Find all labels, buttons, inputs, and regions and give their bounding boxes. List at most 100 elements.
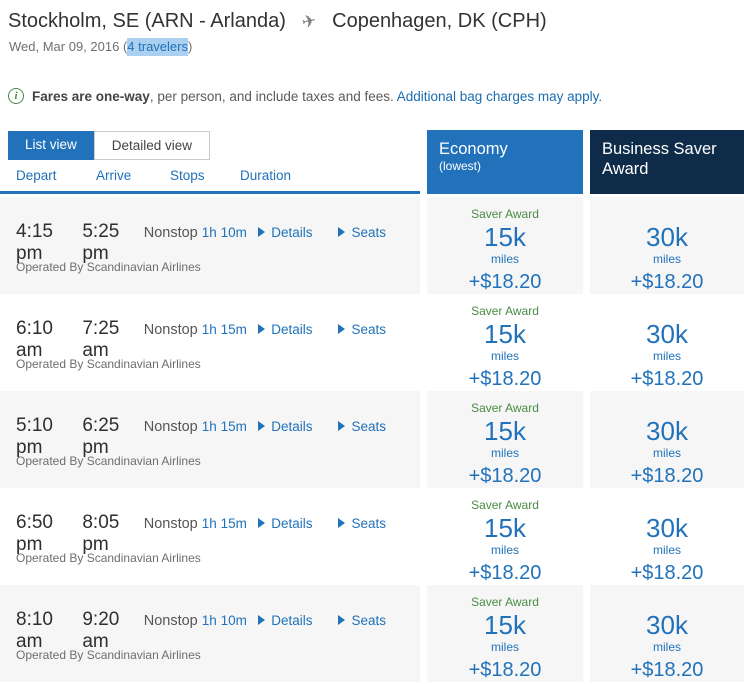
operated-by-text: Operated By Scandinavian Airlines (16, 648, 201, 662)
column-header-depart[interactable]: Depart (16, 168, 57, 183)
business-miles-unit: miles (652, 252, 681, 266)
column-header-duration[interactable]: Duration (240, 168, 292, 183)
operated-by-text: Operated By Scandinavian Airlines (16, 357, 201, 371)
fare-notice-rest: , per person, and include taxes and fees… (149, 88, 394, 104)
details-link-label: Details (271, 321, 313, 337)
operated-by-text: Operated By Scandinavian Airlines (16, 454, 201, 468)
economy-miles: 15k (484, 513, 526, 543)
details-link-label: Details (271, 515, 313, 531)
paren-close: ) (188, 39, 193, 54)
details-link[interactable]: Details (258, 322, 312, 337)
saver-award-label: Saver Award (471, 401, 539, 415)
stops-value: Nonstop (143, 613, 198, 629)
details-link[interactable]: Details (258, 419, 312, 434)
business-fare-cell[interactable]: 30k miles +$18.20 (590, 391, 744, 488)
seats-link[interactable]: Seats (338, 613, 386, 628)
seats-link-label: Seats (351, 321, 386, 337)
duration-value: 1h 10m (201, 225, 247, 240)
economy-miles: 15k (484, 610, 526, 640)
tab-list-view[interactable]: List view (8, 131, 94, 160)
duration-value: 1h 15m (201, 516, 247, 531)
info-icon: i (8, 88, 24, 104)
fare-column-header-economy: Economy (lowest) (427, 130, 583, 194)
fare-notice: i Fares are one-way, per person, and inc… (8, 88, 744, 104)
duration-value: 1h 15m (201, 322, 247, 337)
column-gutter (420, 294, 427, 391)
column-header-arrive[interactable]: Arrive (96, 168, 132, 183)
business-fare-cell[interactable]: 30k miles +$18.20 (590, 197, 744, 294)
economy-fee: +$18.20 (468, 562, 542, 584)
triangle-right-icon (338, 227, 346, 237)
details-link[interactable]: Details (258, 516, 312, 531)
travel-date: Wed, Mar 09, 2016 (9, 39, 120, 54)
column-gutter (420, 130, 427, 197)
details-link[interactable]: Details (258, 225, 312, 240)
economy-miles-unit: miles (490, 446, 519, 460)
tab-detailed-view[interactable]: Detailed view (93, 131, 211, 160)
triangle-right-icon (258, 615, 266, 625)
business-miles: 30k (646, 513, 688, 543)
flight-info-cell: 6:50 pm 8:05 pm Nonstop 1h 15m Details S… (0, 488, 420, 585)
saver-award-label: Saver Award (471, 207, 539, 221)
column-gutter (420, 197, 427, 294)
arrive-time: 9:20 am (82, 609, 120, 652)
column-headers: Depart Arrive Stops Duration (16, 168, 308, 183)
stops-value: Nonstop (143, 322, 198, 338)
origin-airport: Stockholm, SE (ARN - Arlanda) (8, 10, 286, 32)
economy-miles: 15k (484, 416, 526, 446)
column-gutter (420, 585, 427, 682)
seats-link[interactable]: Seats (338, 419, 386, 434)
seats-link-label: Seats (351, 224, 386, 240)
business-miles-unit: miles (652, 640, 681, 654)
saver-award-label: Saver Award (471, 595, 539, 609)
seats-link[interactable]: Seats (338, 225, 386, 240)
business-fee: +$18.20 (630, 562, 704, 584)
column-gutter (583, 488, 590, 585)
column-gutter (583, 294, 590, 391)
depart-time: 8:10 am (16, 609, 53, 652)
triangle-right-icon (258, 324, 266, 334)
column-header-stops[interactable]: Stops (170, 168, 205, 183)
business-fare-cell[interactable]: 30k miles +$18.20 (590, 585, 744, 682)
flight-info-cell: 6:10 am 7:25 am Nonstop 1h 15m Details S… (0, 294, 420, 391)
economy-miles-unit: miles (490, 543, 519, 557)
business-fare-cell[interactable]: 30k miles +$18.20 (590, 294, 744, 391)
seats-link[interactable]: Seats (338, 516, 386, 531)
economy-fare-cell[interactable]: Saver Award 15k miles +$18.20 (427, 585, 583, 682)
flight-main-line: 6:10 am 7:25 am Nonstop 1h 15m Details S… (16, 318, 412, 362)
business-miles: 30k (646, 416, 688, 446)
column-gutter (583, 197, 590, 294)
results-table: List view Detailed view Depart Arrive St… (0, 130, 744, 682)
triangle-right-icon (258, 421, 266, 431)
flight-main-line: 8:10 am 9:20 am Nonstop 1h 10m Details S… (16, 609, 412, 653)
column-gutter (420, 391, 427, 488)
column-gutter (420, 488, 427, 585)
seats-link[interactable]: Seats (338, 322, 386, 337)
business-fee: +$18.20 (630, 465, 704, 487)
details-link[interactable]: Details (258, 613, 312, 628)
saver-award-label: Saver Award (471, 498, 539, 512)
operated-by-text: Operated By Scandinavian Airlines (16, 260, 201, 274)
business-fare-cell[interactable]: 30k miles +$18.20 (590, 488, 744, 585)
stops-value: Nonstop (143, 419, 198, 435)
arrive-time: 6:25 pm (82, 415, 120, 458)
destination-airport: Copenhagen, DK (CPH) (332, 10, 547, 32)
economy-fee: +$18.20 (468, 659, 542, 681)
economy-fare-cell[interactable]: Saver Award 15k miles +$18.20 (427, 197, 583, 294)
business-miles-unit: miles (652, 349, 681, 363)
triangle-right-icon (258, 227, 266, 237)
operated-by-text: Operated By Scandinavian Airlines (16, 551, 201, 565)
business-fee: +$18.20 (630, 368, 704, 390)
economy-fee: +$18.20 (468, 465, 542, 487)
travelers-count[interactable]: 4 travelers (127, 38, 188, 56)
bag-charges-link[interactable]: Additional bag charges may apply. (396, 88, 603, 104)
business-fee: +$18.20 (630, 659, 704, 681)
economy-fare-cell[interactable]: Saver Award 15k miles +$18.20 (427, 488, 583, 585)
details-link-label: Details (271, 224, 313, 240)
details-link-label: Details (271, 612, 313, 628)
column-gutter (583, 585, 590, 682)
economy-fare-cell[interactable]: Saver Award 15k miles +$18.20 (427, 391, 583, 488)
triangle-right-icon (338, 324, 346, 334)
flight-main-line: 5:10 pm 6:25 pm Nonstop 1h 15m Details S… (16, 415, 412, 459)
economy-fare-cell[interactable]: Saver Award 15k miles +$18.20 (427, 294, 583, 391)
